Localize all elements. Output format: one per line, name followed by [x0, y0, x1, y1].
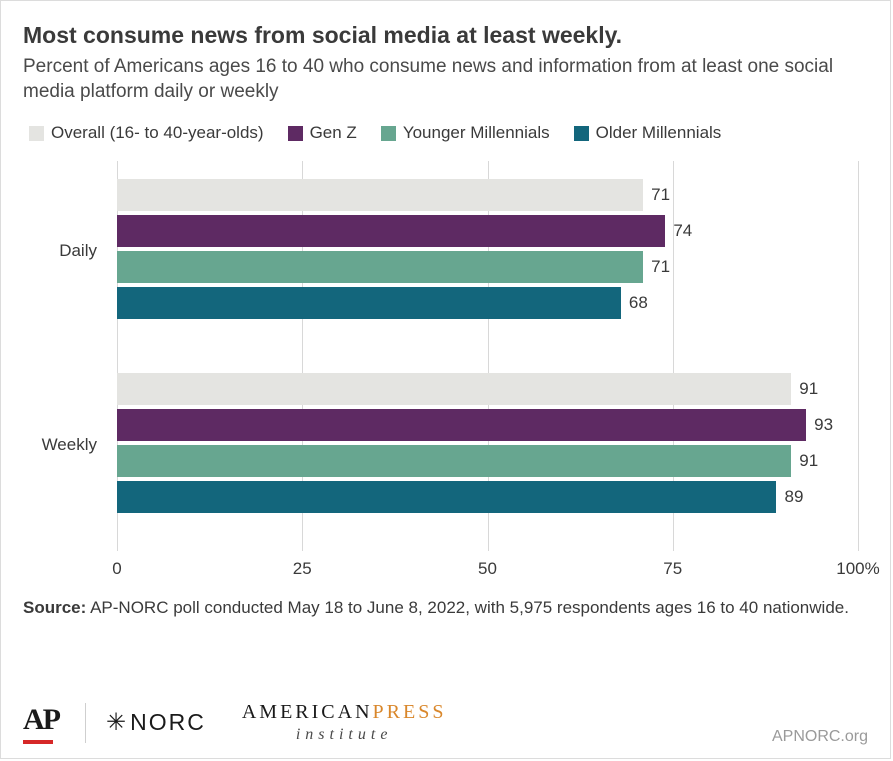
legend: Overall (16- to 40-year-olds) Gen Z Younge… [29, 123, 868, 143]
bar-group: Weekly91939189 [117, 373, 858, 517]
x-tick-label: 0 [112, 559, 121, 579]
legend-label: Older Millennials [596, 123, 722, 143]
legend-item: Older Millennials [574, 123, 722, 143]
site-link: APNORC.org [772, 728, 868, 746]
ap-logo: AP [23, 703, 65, 743]
norc-logo-text: NORC [130, 709, 206, 736]
legend-swatch [574, 126, 589, 141]
bar-row: 74 [117, 215, 858, 247]
norc-logo: ✳ NORC [106, 708, 206, 737]
bar-value-label: 71 [651, 185, 670, 205]
chart-area: Daily71747168Weekly91939189 0255075100% [117, 161, 858, 591]
chart-subtitle: Percent of Americans ages 16 to 40 who c… [23, 54, 868, 105]
x-tick-label: 25 [293, 559, 312, 579]
bar-row: 71 [117, 179, 858, 211]
legend-item: Overall (16- to 40-year-olds) [29, 123, 264, 143]
api-logo-line1: AMERICANPRESS [242, 701, 447, 724]
x-axis-ticks: 0255075100% [117, 551, 858, 591]
bar-row: 68 [117, 287, 858, 319]
grid-line [858, 161, 859, 551]
bar-row: 89 [117, 481, 858, 513]
x-tick-label: 50 [478, 559, 497, 579]
source-label: Source: [23, 598, 86, 617]
ap-logo-text: AP [23, 703, 59, 736]
bar-row: 71 [117, 251, 858, 283]
legend-swatch [29, 126, 44, 141]
bar: 93 [117, 409, 806, 441]
x-tick-label: 75 [663, 559, 682, 579]
bar-value-label: 89 [784, 487, 803, 507]
bar: 91 [117, 445, 791, 477]
asterisk-icon: ✳ [106, 708, 126, 737]
category-label: Daily [59, 241, 97, 261]
bar-value-label: 71 [651, 257, 670, 277]
bar-value-label: 93 [814, 415, 833, 435]
bar: 71 [117, 179, 643, 211]
bar-row: 91 [117, 445, 858, 477]
legend-swatch [381, 126, 396, 141]
bar: 68 [117, 287, 621, 319]
api-press: PRESS [373, 701, 447, 723]
api-american: AMERICAN [242, 701, 373, 723]
bar-value-label: 74 [673, 221, 692, 241]
legend-label: Overall (16- to 40-year-olds) [51, 123, 264, 143]
bar: 89 [117, 481, 776, 513]
divider [85, 703, 86, 743]
footer-logos: AP ✳ NORC AMERICANPRESS institute APNORC… [23, 701, 868, 744]
api-institute: institute [242, 726, 447, 744]
legend-item: Gen Z [288, 123, 357, 143]
legend-label: Gen Z [310, 123, 357, 143]
legend-swatch [288, 126, 303, 141]
plot: Daily71747168Weekly91939189 [117, 161, 858, 551]
bar: 71 [117, 251, 643, 283]
bar-value-label: 91 [799, 379, 818, 399]
bar-row: 93 [117, 409, 858, 441]
api-logo: AMERICANPRESS institute [242, 701, 447, 744]
source-text: AP-NORC poll conducted May 18 to June 8,… [86, 598, 849, 617]
legend-item: Younger Millennials [381, 123, 550, 143]
chart-card: Most consume news from social media at l… [0, 0, 891, 759]
bar: 74 [117, 215, 665, 247]
x-tick-label: 100% [836, 559, 879, 579]
source-line: Source: AP-NORC poll conducted May 18 to… [23, 597, 868, 620]
bar-row: 91 [117, 373, 858, 405]
legend-label: Younger Millennials [403, 123, 550, 143]
chart-title: Most consume news from social media at l… [23, 21, 868, 50]
bar-value-label: 68 [629, 293, 648, 313]
ap-logo-underline [23, 740, 53, 744]
bar-group: Daily71747168 [117, 179, 858, 323]
category-label: Weekly [42, 435, 97, 455]
bar: 91 [117, 373, 791, 405]
bar-value-label: 91 [799, 451, 818, 471]
